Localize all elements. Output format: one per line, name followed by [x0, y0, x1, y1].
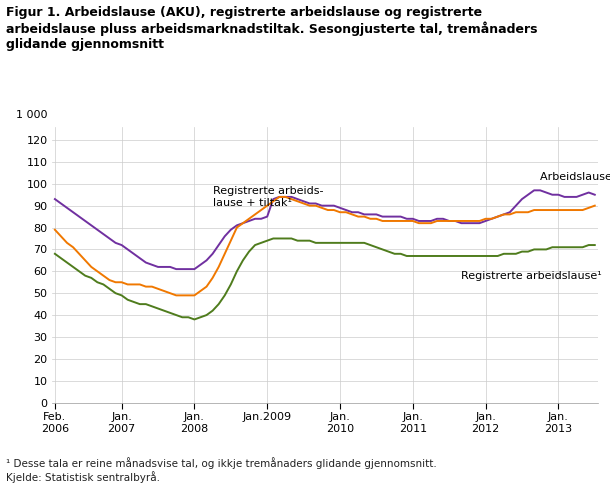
Text: Arbeidslause (AKU): Arbeidslause (AKU)	[540, 172, 610, 182]
Text: Registrerte arbeids-
lause + tiltak¹: Registrerte arbeids- lause + tiltak¹	[213, 186, 323, 208]
Text: 1 000: 1 000	[16, 110, 48, 120]
Text: ¹ Desse tala er reine månadsvise tal, og ikkje tremånaders glidande gjennomsnitt: ¹ Desse tala er reine månadsvise tal, og…	[6, 457, 437, 483]
Text: Registrerte arbeidslause¹: Registrerte arbeidslause¹	[461, 271, 602, 281]
Text: Figur 1. Arbeidslause (AKU), registrerte arbeidslause og registrerte
arbeidslaus: Figur 1. Arbeidslause (AKU), registrerte…	[6, 6, 537, 51]
